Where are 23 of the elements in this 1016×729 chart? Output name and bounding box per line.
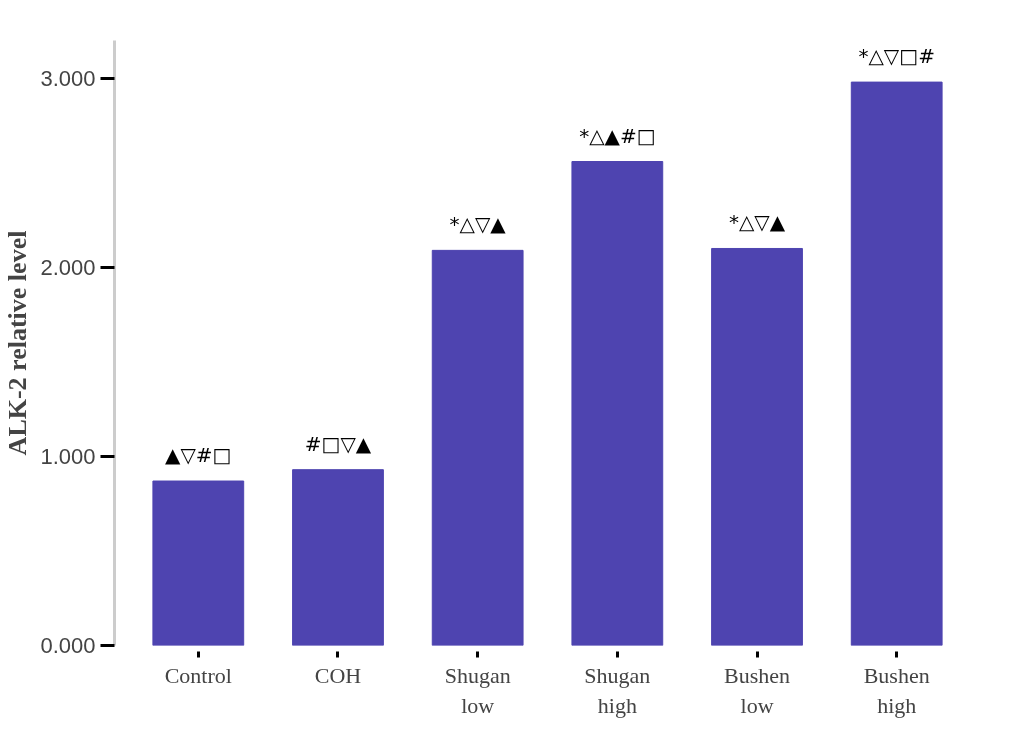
x-tick-label: Shugan low [444,662,511,718]
y-tick-label: 1.000 [40,443,96,469]
bar [711,247,803,646]
y-tick-label: 2.000 [40,254,96,280]
annotation: *△▽▲ [728,210,786,235]
bar [850,81,943,646]
x-tick-label: Bushen high [863,662,930,718]
x-tick-label: Shugan high [584,662,651,718]
x-tick-label: Bushen low [724,662,791,718]
annotation: #□▽▲ [304,431,372,456]
annotation: *△▲#□ [579,123,656,148]
annotation: ▲▽#□ [165,443,232,468]
y-tick-label: 3.000 [40,65,96,91]
y-tick-label: 0.000 [40,633,96,658]
x-tick-label: Control [164,662,232,688]
x-tick-label: COH [314,662,362,688]
bar [152,480,245,646]
bar [292,469,384,646]
annotation: *△▽▲ [449,212,507,237]
annotation: *△▽□# [858,44,935,69]
y-axis-title: ALK-2 relative level [3,230,33,456]
bar [571,161,664,646]
bar [431,249,524,646]
